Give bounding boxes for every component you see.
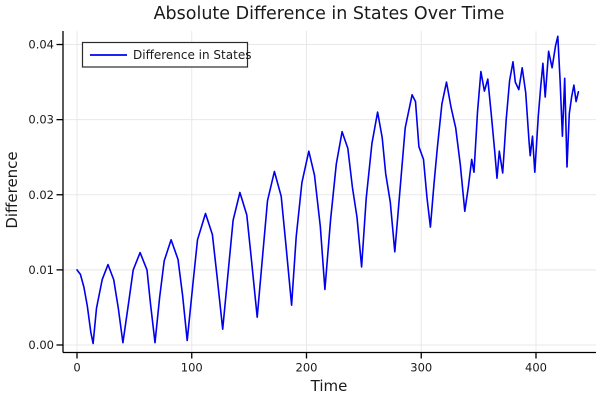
y-axis-label: Difference <box>3 151 21 228</box>
x-axis-label: Time <box>310 377 348 395</box>
y-tick-label: 0.03 <box>28 113 54 127</box>
difference-line <box>76 35 580 345</box>
x-tick-label: 200 <box>296 361 318 375</box>
y-tick-label: 0.01 <box>28 263 54 277</box>
legend: Difference in States <box>81 41 251 68</box>
chart-title: Absolute Difference in States Over Time <box>154 4 505 24</box>
y-tick-label: 0.04 <box>28 38 54 52</box>
tick-labels: 0 100 200 300 400 0.00 0.01 0.02 0.03 0.04 <box>28 38 547 375</box>
x-tick-label: 400 <box>525 361 547 375</box>
axes <box>56 31 596 359</box>
gridlines <box>63 31 596 353</box>
y-tick-label: 0.02 <box>28 188 54 202</box>
x-tick-label: 300 <box>410 361 432 375</box>
series <box>76 35 580 345</box>
x-tick-label: 100 <box>181 361 203 375</box>
legend-label: Difference in States <box>133 48 251 62</box>
x-tick-label: 0 <box>73 361 80 375</box>
y-tick-label: 0.00 <box>28 338 54 352</box>
